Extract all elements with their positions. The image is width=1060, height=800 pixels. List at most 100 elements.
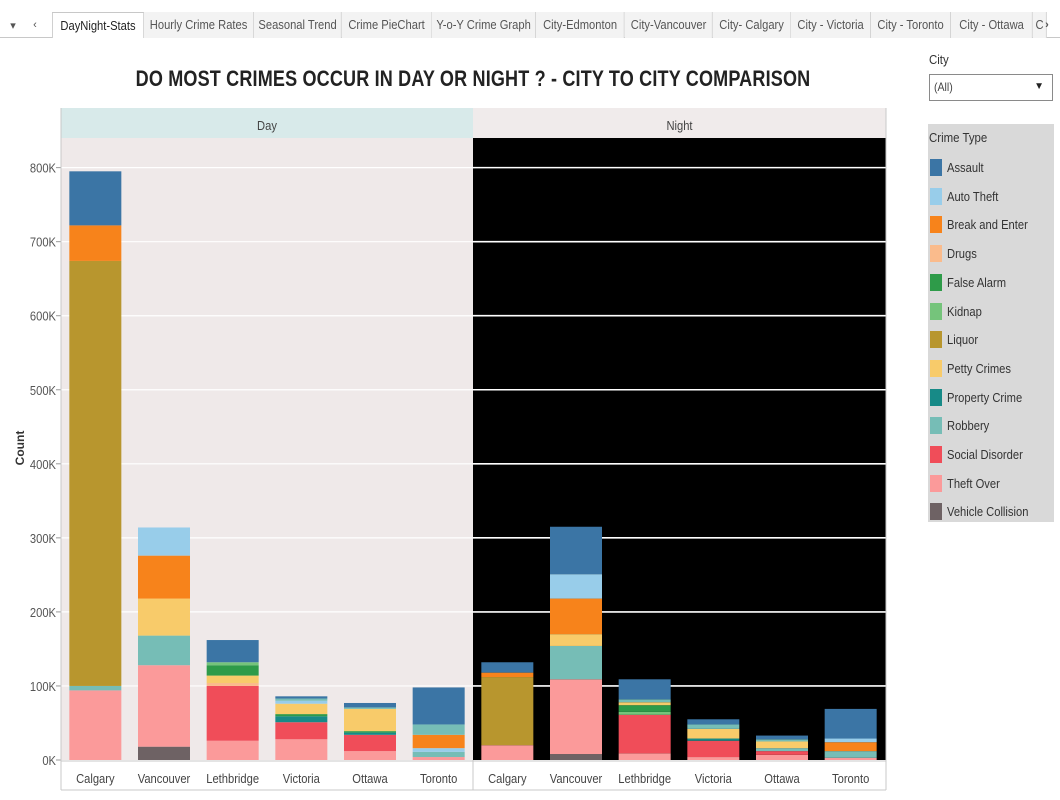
bar-segment-day-toronto-robbery[interactable]	[412, 724, 465, 735]
legend-item-liquor[interactable]: Liquor	[930, 329, 1052, 349]
bar-segment-night-lethbridge-petty-crimes[interactable]	[618, 702, 671, 706]
bar-segment-night-victoria-theft-over[interactable]	[687, 757, 740, 760]
bar-segment-night-vancouver-petty-crimes[interactable]	[550, 634, 602, 646]
bar-segment-day-ottawa-theft-over[interactable]	[344, 751, 396, 760]
bar-segment-day-lethbridge-assault[interactable]	[206, 640, 259, 663]
tab-scroll-right-icon[interactable]: ›	[1045, 19, 1049, 31]
bar-segment-day-lethbridge-petty-crimes[interactable]	[206, 675, 259, 683]
bar-segment-day-calgary-robbery[interactable]	[69, 685, 122, 691]
tab-menu-icon[interactable]: ▾	[10, 19, 16, 32]
bar-segment-day-ottawa-assault[interactable]	[344, 702, 396, 708]
bar-segment-day-ottawa-robbery[interactable]	[344, 707, 396, 709]
bar-segment-day-lethbridge-theft-over[interactable]	[206, 740, 259, 760]
bar-segment-day-victoria-assault[interactable]	[275, 696, 328, 699]
bar-segment-night-calgary-break-and-enter[interactable]	[481, 672, 534, 678]
legend-item-drugs[interactable]: Drugs	[930, 243, 1052, 263]
bar-segment-day-vancouver-vehicle-collision[interactable]	[138, 746, 190, 760]
bar-segment-night-lethbridge-social-disorder[interactable]	[618, 714, 671, 754]
tab-seasonal-trend[interactable]: Seasonal Trend	[254, 12, 342, 38]
legend-item-petty-crimes[interactable]: Petty Crimes	[930, 358, 1052, 378]
bar-segment-night-ottawa-theft-over[interactable]	[756, 754, 808, 760]
bar-segment-night-victoria-assault[interactable]	[687, 719, 740, 725]
bar-segment-night-toronto-robbery[interactable]	[824, 751, 877, 758]
legend-item-break-and-enter[interactable]: Break and Enter	[930, 214, 1052, 234]
legend-item-social-disorder[interactable]: Social Disorder	[930, 444, 1052, 464]
bar-segment-night-vancouver-theft-over[interactable]	[550, 679, 602, 755]
bar-segment-day-victoria-social-disorder[interactable]	[275, 722, 328, 740]
bar-segment-day-toronto-robbery[interactable]	[412, 751, 465, 758]
bar-segment-day-toronto-assault[interactable]	[412, 687, 465, 725]
bar-segment-day-ottawa-false-alarm[interactable]	[344, 731, 396, 733]
bar-segment-day-vancouver-break-and-enter[interactable]	[138, 555, 190, 599]
bar-segment-day-lethbridge-false-alarm[interactable]	[206, 665, 259, 676]
bar-segment-night-lethbridge-kidnap[interactable]	[618, 711, 671, 715]
bar-segment-day-ottawa-property-crime[interactable]	[344, 732, 396, 735]
bar-segment-day-vancouver-robbery[interactable]	[138, 635, 190, 666]
bar-segment-day-victoria-petty-crimes[interactable]	[275, 703, 328, 715]
bar-segment-night-ottawa-robbery[interactable]	[756, 748, 808, 752]
bar-segment-day-calgary-break-and-enter[interactable]	[69, 225, 122, 261]
bar-segment-night-lethbridge-theft-over[interactable]	[618, 753, 671, 760]
city-filter-dropdown[interactable]: (All) ▼	[929, 74, 1053, 101]
bar-segment-day-calgary-theft-over[interactable]	[69, 690, 122, 760]
bar-segment-day-lethbridge-social-disorder[interactable]	[206, 685, 259, 741]
bar-segment-day-vancouver-petty-crimes[interactable]	[138, 598, 190, 636]
bar-segment-night-victoria-petty-crimes[interactable]	[687, 728, 740, 739]
tab-city-victoria[interactable]: City - Victoria	[791, 12, 871, 38]
bar-segment-night-vancouver-vehicle-collision[interactable]	[550, 754, 602, 760]
legend-item-assault[interactable]: Assault	[930, 157, 1052, 177]
bar-segment-night-toronto-assault[interactable]	[824, 708, 877, 739]
bar-segment-day-calgary-liquor[interactable]	[69, 260, 122, 686]
bar-segment-night-victoria-property-crime[interactable]	[687, 738, 740, 741]
legend-item-auto-theft[interactable]: Auto Theft	[930, 186, 1052, 206]
legend-item-theft-over[interactable]: Theft Over	[930, 473, 1052, 493]
legend-item-robbery[interactable]: Robbery	[930, 415, 1052, 435]
bar-segment-day-victoria-robbery[interactable]	[275, 698, 328, 701]
bar-segment-night-victoria-robbery[interactable]	[687, 724, 740, 729]
bar-segment-day-lethbridge-drugs[interactable]	[206, 682, 259, 686]
bar-segment-night-victoria-social-disorder[interactable]	[687, 740, 740, 758]
bar-segment-night-toronto-auto-theft[interactable]	[824, 738, 877, 743]
tab-city-calgary[interactable]: City- Calgary	[713, 12, 791, 38]
legend-item-false-alarm[interactable]: False Alarm	[930, 272, 1052, 292]
tab-c[interactable]: C	[1033, 12, 1047, 38]
bar-segment-night-ottawa-assault[interactable]	[756, 735, 808, 740]
bar-segment-day-victoria-auto-theft[interactable]	[275, 700, 328, 704]
bar-segment-day-ottawa-petty-crimes[interactable]	[344, 708, 396, 732]
tab-city-ottawa[interactable]: City - Ottawa	[951, 12, 1033, 38]
bar-segment-night-vancouver-assault[interactable]	[550, 526, 602, 575]
bar-segment-night-lethbridge-assault[interactable]	[618, 679, 671, 700]
bar-segment-day-vancouver-auto-theft[interactable]	[138, 527, 190, 556]
bar-segment-day-victoria-false-alarm[interactable]	[275, 714, 328, 717]
bar-segment-day-ottawa-social-disorder[interactable]	[344, 734, 396, 752]
legend-item-vehicle-collision[interactable]: Vehicle Collision	[930, 501, 1052, 521]
bar-segment-night-ottawa-robbery[interactable]	[756, 739, 808, 742]
bar-segment-day-toronto-break-and-enter[interactable]	[412, 734, 465, 749]
tab-hourly-crime-rates[interactable]: Hourly Crime Rates	[144, 12, 254, 38]
bar-segment-day-victoria-property-crime[interactable]	[275, 716, 328, 723]
bar-segment-day-toronto-auto-theft[interactable]	[412, 748, 465, 752]
bar-segment-night-calgary-theft-over[interactable]	[481, 745, 534, 760]
bar-segment-day-vancouver-theft-over[interactable]	[138, 665, 190, 747]
bar-segment-night-ottawa-petty-crimes[interactable]	[756, 741, 808, 749]
bar-segment-night-vancouver-auto-theft[interactable]	[550, 574, 602, 599]
tab-y-o-y-crime-graph[interactable]: Y-o-Y Crime Graph	[432, 12, 536, 38]
bar-segment-night-toronto-break-and-enter[interactable]	[824, 742, 877, 752]
bar-segment-night-calgary-liquor[interactable]	[481, 677, 534, 746]
bar-segment-day-lethbridge-kidnap[interactable]	[206, 662, 259, 666]
bar-segment-night-toronto-theft-over[interactable]	[824, 757, 877, 760]
bar-segment-night-calgary-assault[interactable]	[481, 662, 534, 673]
bar-segment-night-vancouver-break-and-enter[interactable]	[550, 598, 602, 635]
bar-segment-day-calgary-assault[interactable]	[69, 171, 122, 226]
tab-city-vancouver[interactable]: City-Vancouver	[625, 12, 713, 38]
bar-segment-night-lethbridge-robbery[interactable]	[618, 699, 671, 703]
tab-city-edmonton[interactable]: City-Edmonton	[536, 12, 625, 38]
bar-segment-night-lethbridge-false-alarm[interactable]	[618, 705, 671, 712]
legend-item-kidnap[interactable]: Kidnap	[930, 301, 1052, 321]
tab-daynight-stats[interactable]: DayNight-Stats	[52, 12, 144, 38]
bar-segment-day-victoria-theft-over[interactable]	[275, 739, 328, 760]
tab-scroll-left-icon[interactable]: ‹	[33, 19, 37, 31]
bar-segment-day-toronto-theft-over[interactable]	[412, 757, 465, 760]
tab-city-toronto[interactable]: City - Toronto	[871, 12, 951, 38]
legend-item-property-crime[interactable]: Property Crime	[930, 387, 1052, 407]
